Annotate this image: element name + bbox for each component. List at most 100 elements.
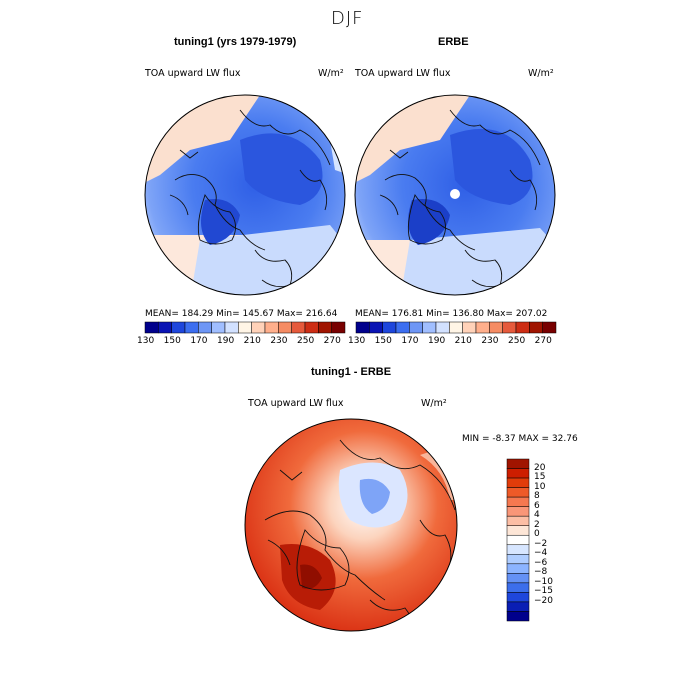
colorbar-diff-swatch bbox=[506, 601, 530, 612]
colorbar-diff-swatch bbox=[506, 468, 530, 479]
map-difference bbox=[245, 419, 457, 631]
colorbar-diff-swatch bbox=[506, 506, 530, 517]
colorbar-swatch bbox=[198, 321, 212, 334]
colorbar-diff-tick-label: −20 bbox=[534, 595, 553, 606]
panel-2-units: W/m² bbox=[528, 68, 554, 79]
colorbar-swatch bbox=[529, 321, 543, 334]
colorbar-diff-tick-label: 10 bbox=[534, 481, 546, 492]
colorbar-1-tick-label: 170 bbox=[190, 336, 208, 346]
colorbar-swatch bbox=[304, 321, 319, 334]
colorbar-diff-swatch bbox=[506, 458, 530, 469]
colorbar-diff-tick-label: 15 bbox=[534, 472, 546, 483]
colorbar-swatch bbox=[291, 321, 306, 334]
colorbar-2-tick-label: 210 bbox=[454, 336, 472, 346]
colorbar-diff-swatch bbox=[506, 496, 530, 507]
colorbar-swatch bbox=[318, 321, 332, 334]
colorbar-swatch bbox=[395, 321, 410, 334]
colorbar-diff-tick-label: 6 bbox=[534, 500, 540, 511]
colorbar-swatch bbox=[475, 321, 490, 334]
panel-1-stats: MEAN= 184.29 Min= 145.67 Max= 216.64 bbox=[145, 309, 338, 319]
colorbar-swatch bbox=[435, 321, 450, 334]
colorbar-diff-tick-label: −8 bbox=[534, 567, 548, 578]
colorbar-diff-swatch bbox=[506, 544, 530, 555]
colorbar-diff-swatch bbox=[506, 592, 530, 603]
colorbar-diff-swatch bbox=[506, 534, 530, 546]
colorbar-diff-swatch bbox=[506, 515, 530, 526]
colorbar-swatch bbox=[238, 321, 252, 334]
colorbar-1-tick-label: 150 bbox=[163, 336, 181, 346]
colorbar-swatch bbox=[224, 321, 239, 334]
colorbar-2-tick-label: 190 bbox=[428, 336, 446, 346]
colorbar-diff-tick-label: −4 bbox=[534, 548, 548, 559]
colorbar-swatch bbox=[369, 321, 383, 334]
map-1-border bbox=[144, 94, 346, 296]
colorbar-diff-swatch bbox=[506, 563, 530, 574]
panel-2-variable: TOA upward LW flux bbox=[355, 68, 451, 79]
colorbar-diff-swatch bbox=[506, 573, 530, 584]
figure-title: DJF bbox=[331, 8, 364, 29]
difference-heading: tuning1 - ERBE bbox=[311, 366, 392, 378]
colorbar-swatch bbox=[158, 321, 172, 334]
colorbar-1-tick-label: 270 bbox=[323, 336, 341, 346]
panel-1-variable: TOA upward LW flux bbox=[145, 68, 241, 79]
colorbar-swatch bbox=[171, 321, 186, 334]
colorbar-swatch bbox=[422, 321, 437, 334]
colorbar-swatch bbox=[264, 321, 279, 334]
colorbar-1-tick-label: 210 bbox=[243, 336, 261, 346]
colorbar-2 bbox=[355, 321, 557, 334]
colorbar-diff-swatch bbox=[506, 582, 530, 593]
colorbar-2-tick-label: 130 bbox=[348, 336, 366, 346]
colorbar-swatch bbox=[489, 321, 503, 334]
colorbar-1-tick-label: 190 bbox=[217, 336, 235, 346]
colorbar-diff-swatch bbox=[506, 477, 530, 488]
colorbar-swatch bbox=[449, 321, 463, 334]
colorbar-difference bbox=[506, 458, 530, 622]
colorbar-swatch bbox=[502, 321, 517, 334]
colorbar-swatch bbox=[462, 321, 477, 334]
map-2-cold-core bbox=[450, 128, 533, 205]
colorbar-swatch bbox=[211, 321, 226, 334]
panel-1-heading: tuning1 (yrs 1979-1979) bbox=[174, 36, 297, 48]
map-2-greenland-core bbox=[408, 199, 450, 245]
colorbar-1-tick-label: 130 bbox=[137, 336, 155, 346]
colorbar-diff-swatch bbox=[506, 487, 530, 498]
colorbar-1-tick-label: 250 bbox=[297, 336, 315, 346]
colorbar-swatch bbox=[355, 321, 370, 334]
colorbar-diff-tick-label: 4 bbox=[534, 510, 540, 521]
colorbar-diff-swatch bbox=[506, 611, 530, 622]
colorbar-swatch bbox=[515, 321, 530, 334]
colorbar-2-tick-label: 250 bbox=[508, 336, 526, 346]
difference-minmax: MIN = -8.37 MAX = 32.76 bbox=[462, 434, 578, 444]
colorbar-swatch bbox=[144, 321, 159, 334]
difference-variable: TOA upward LW flux bbox=[248, 398, 344, 409]
map-1-greenland-core bbox=[201, 199, 240, 245]
difference-units: W/m² bbox=[421, 398, 447, 409]
map-diff-hot-core bbox=[300, 564, 322, 589]
colorbar-diff-tick-label: −2 bbox=[534, 538, 548, 549]
colorbar-swatch bbox=[331, 321, 346, 334]
colorbar-1-tick-label: 230 bbox=[270, 336, 288, 346]
colorbar-diff-tick-label: −6 bbox=[534, 557, 548, 568]
colorbar-2-tick-label: 230 bbox=[481, 336, 499, 346]
colorbar-1 bbox=[144, 321, 346, 334]
colorbar-swatch bbox=[251, 321, 266, 334]
map-1-coastlines bbox=[169, 109, 331, 288]
map-2-border bbox=[354, 94, 556, 296]
colorbar-diff-tick-label: −10 bbox=[534, 576, 553, 587]
panel-1-units: W/m² bbox=[318, 68, 344, 79]
colorbar-2-tick-label: 270 bbox=[534, 336, 552, 346]
colorbar-swatch bbox=[278, 321, 292, 334]
colorbar-swatch bbox=[382, 321, 397, 334]
map-diff-field bbox=[245, 419, 457, 631]
colorbar-swatch bbox=[542, 321, 557, 334]
colorbar-swatch bbox=[409, 321, 423, 334]
map-panel-1 bbox=[145, 95, 345, 295]
colorbar-diff-swatch bbox=[506, 525, 530, 536]
colorbar-diff-tick-label: 8 bbox=[534, 491, 540, 502]
colorbar-diff-tick-label: 2 bbox=[534, 519, 540, 530]
colorbar-diff-tick-label: 0 bbox=[534, 529, 540, 540]
map-1-cold-core bbox=[240, 133, 323, 205]
panel-2-heading: ERBE bbox=[438, 36, 469, 48]
colorbar-swatch bbox=[184, 321, 199, 334]
